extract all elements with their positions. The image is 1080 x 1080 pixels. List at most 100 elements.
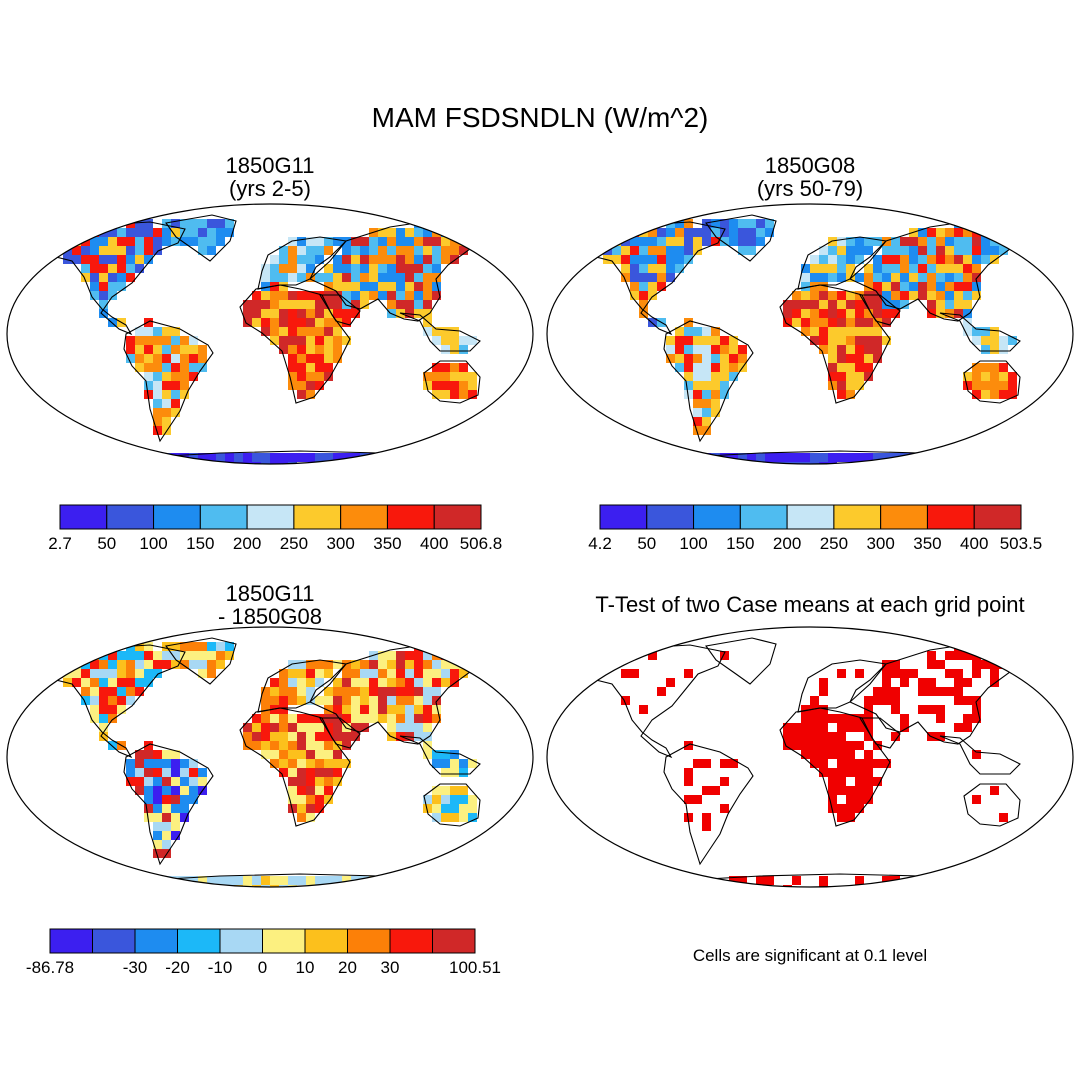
- map-cell: [297, 687, 306, 696]
- map-cell: [144, 885, 153, 887]
- map-cell: [342, 723, 351, 732]
- map-cell: [252, 309, 261, 318]
- map-cell: [846, 723, 855, 732]
- map-cell: [738, 219, 747, 228]
- map-cell: [171, 345, 180, 354]
- map-cell: [369, 246, 378, 255]
- map-cell: [360, 669, 369, 678]
- map-cell: [297, 237, 306, 246]
- colorbar-swatch: [92, 928, 136, 954]
- map-cell: [99, 705, 108, 714]
- map-cell: [927, 453, 936, 462]
- map-cell: [999, 813, 1008, 822]
- map-cell: [981, 246, 990, 255]
- map-cell: [297, 372, 306, 381]
- map-cell: [279, 291, 288, 300]
- map-cell: [450, 795, 459, 804]
- panel-title-case2: 1850G08 (yrs 50-79): [700, 154, 920, 200]
- map-cell: [162, 462, 171, 464]
- map-cell: [144, 453, 153, 462]
- map-cell: [180, 345, 189, 354]
- map-cell: [297, 813, 306, 822]
- map-cell: [432, 669, 441, 678]
- map-cell: [666, 228, 675, 237]
- map-cell: [225, 885, 234, 887]
- map-cell: [306, 345, 315, 354]
- map-cell: [891, 309, 900, 318]
- map-cell: [756, 219, 765, 228]
- map-cell: [936, 687, 945, 696]
- map-cell: [288, 750, 297, 759]
- map-cell: [657, 462, 666, 464]
- map-cell: [990, 228, 999, 237]
- map-cell: [279, 678, 288, 687]
- map-cell: [819, 273, 828, 282]
- map-cell: [828, 750, 837, 759]
- map-cell: [873, 345, 882, 354]
- map-cell: [261, 705, 270, 714]
- map-cell: [135, 660, 144, 669]
- map-cell: [351, 246, 360, 255]
- map-cell: [450, 246, 459, 255]
- map-cell: [90, 282, 99, 291]
- map-cell: [441, 372, 450, 381]
- colorbar-tick-label: 400: [420, 534, 448, 553]
- map-cell: [990, 381, 999, 390]
- map-cell: [1008, 336, 1017, 345]
- map-cell: [999, 336, 1008, 345]
- map-cell: [270, 336, 279, 345]
- map-cell: [882, 273, 891, 282]
- map-cell: [153, 246, 162, 255]
- colorbar-swatch: [177, 928, 221, 954]
- map-cell: [963, 453, 972, 462]
- coastline-eur: [797, 659, 888, 713]
- map-cell: [459, 759, 468, 768]
- map-cell: [432, 687, 441, 696]
- map-cell: [162, 381, 171, 390]
- map-cell: [279, 273, 288, 282]
- map-cell: [324, 336, 333, 345]
- map-cell: [990, 786, 999, 795]
- map-cell: [342, 678, 351, 687]
- map-cell: [279, 696, 288, 705]
- map-cell: [135, 687, 144, 696]
- map-cell: [846, 363, 855, 372]
- coastline-eur: [257, 659, 348, 713]
- map-cell: [279, 876, 288, 885]
- map-cell: [405, 453, 414, 462]
- coastline-sa: [663, 320, 754, 443]
- map-cell: [198, 354, 207, 363]
- colorbar-tick-label: 150: [186, 534, 214, 553]
- map-cell: [207, 462, 216, 464]
- map-cell: [900, 678, 909, 687]
- map-cell: [81, 651, 90, 660]
- map-cell: [117, 696, 126, 705]
- map-cell: [684, 390, 693, 399]
- map-cell: [954, 687, 963, 696]
- map-cell: [405, 273, 414, 282]
- map-cell: [171, 408, 180, 417]
- map-cell: [927, 246, 936, 255]
- map-cell: [81, 264, 90, 273]
- map-cell: [441, 768, 450, 777]
- map-cell: [144, 813, 153, 822]
- map-cell: [819, 678, 828, 687]
- map-cell: [693, 759, 702, 768]
- map-cell: [306, 327, 315, 336]
- map-cell: [252, 741, 261, 750]
- map-cell: [819, 714, 828, 723]
- map-cell: [819, 885, 828, 887]
- map-cell: [171, 831, 180, 840]
- map-cell: [279, 336, 288, 345]
- map-cell: [675, 237, 684, 246]
- map-cell: [315, 696, 324, 705]
- map-cell: [837, 300, 846, 309]
- map-cell: [1008, 372, 1017, 381]
- map-cell: [144, 642, 153, 651]
- colorbar-swatch: [106, 504, 155, 530]
- map-cell: [792, 876, 801, 885]
- map-cell: [900, 273, 909, 282]
- map-cell: [990, 345, 999, 354]
- map-cell: [972, 669, 981, 678]
- map-cell: [477, 228, 486, 237]
